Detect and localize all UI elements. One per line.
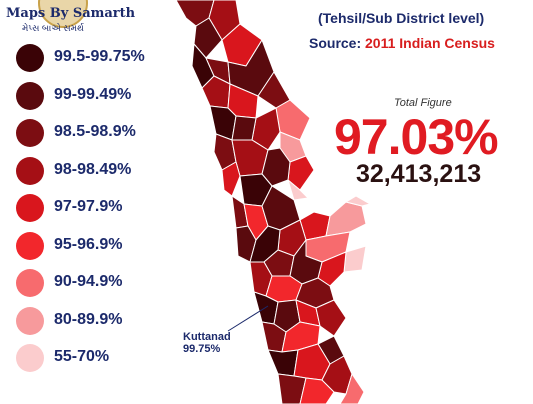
logo-subtitle: મેપ્સ બાએ સમર્થ xyxy=(22,23,84,33)
map-region xyxy=(299,377,335,404)
legend-label: 99-99.49% xyxy=(54,85,132,103)
map-region xyxy=(315,299,347,337)
total-population: 32,413,213 xyxy=(356,160,482,188)
legend-label: 80-89.9% xyxy=(54,310,123,328)
map-region xyxy=(193,17,223,59)
source-line: Source: 2011 Indian Census xyxy=(309,35,495,51)
legend-swatch xyxy=(16,344,44,372)
callout-name: Kuttanad xyxy=(183,331,231,343)
source-key: Source: xyxy=(309,35,362,51)
map-region xyxy=(339,373,365,404)
legend-swatch xyxy=(16,81,44,110)
legend-swatch xyxy=(16,119,44,147)
map-region xyxy=(287,179,309,201)
map-region xyxy=(343,245,367,273)
logo-title: Maps By Samarth xyxy=(6,6,136,21)
legend-label: 99.5-99.75% xyxy=(54,48,145,65)
legend-swatch xyxy=(16,231,44,260)
legend-swatch xyxy=(16,194,44,222)
legend-label: 97-97.9% xyxy=(54,198,123,215)
map-region xyxy=(221,161,241,197)
legend-label: 55-70% xyxy=(54,348,110,365)
callout-leader-line xyxy=(227,305,269,332)
legend-swatch xyxy=(16,44,44,72)
kuttanad-callout: Kuttanad 99.75% xyxy=(183,331,231,355)
legend-swatch xyxy=(16,269,44,297)
map-region xyxy=(231,115,257,141)
legend-swatch xyxy=(16,156,44,185)
map-region xyxy=(345,195,371,207)
map-level-subtitle: (Tehsil/Sub District level) xyxy=(318,10,485,26)
source-value: 2011 Indian Census xyxy=(365,35,495,51)
total-percentage: 97.03% xyxy=(334,109,499,165)
legend-swatch xyxy=(16,306,44,335)
map-region xyxy=(325,201,367,237)
legend-label: 90-94.9% xyxy=(54,273,123,290)
total-figure-label: Total Figure xyxy=(394,97,452,109)
legend-label: 95-96.9% xyxy=(54,235,123,253)
map-region xyxy=(267,349,299,377)
legend-label: 98-98.49% xyxy=(54,160,132,178)
logo: Maps By Samarth મેપ્સ બાએ સમર્થ xyxy=(4,0,136,38)
legend-label: 98.5-98.9% xyxy=(54,123,136,140)
callout-value: 99.75% xyxy=(183,343,221,355)
